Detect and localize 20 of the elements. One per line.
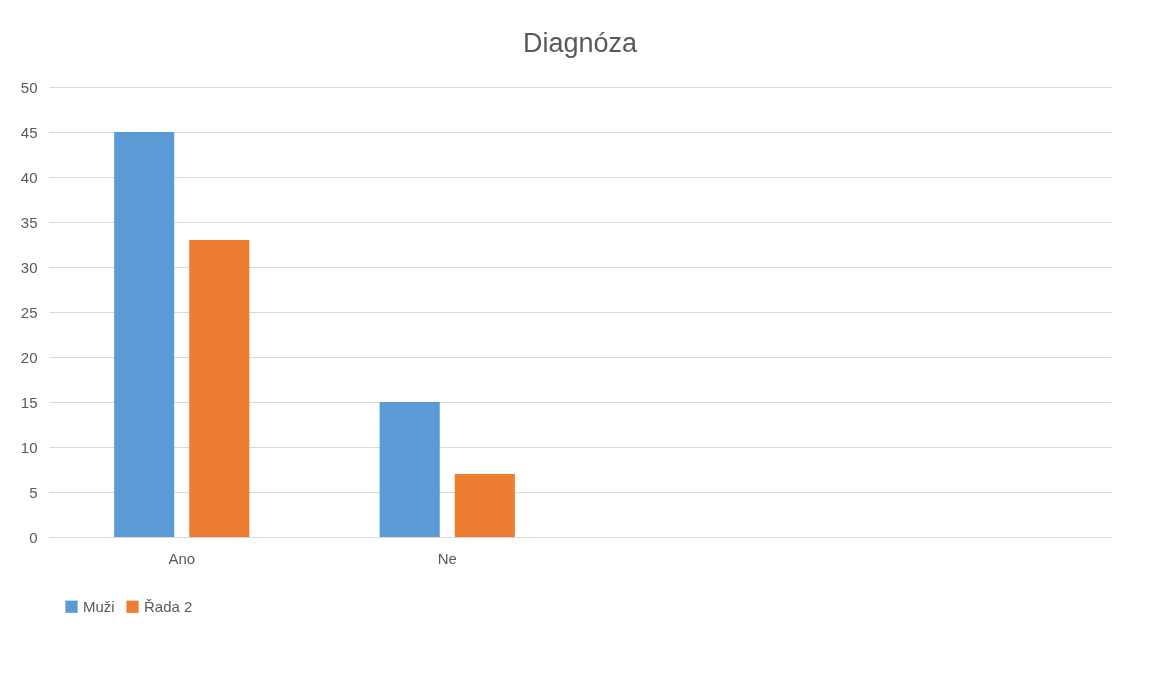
- bar: [454, 474, 515, 537]
- y-tick-label: 30: [20, 258, 38, 276]
- bar: [114, 132, 175, 537]
- bar: [379, 402, 440, 537]
- y-tick-label: 35: [20, 213, 38, 231]
- legend-label: Řada 2: [144, 597, 193, 615]
- y-tick-label: 15: [20, 393, 38, 411]
- legend-label: Muži: [83, 597, 115, 615]
- y-tick-label: 10: [20, 438, 38, 456]
- y-tick-label: 20: [20, 348, 38, 366]
- bar: [189, 240, 250, 537]
- x-tick-label: Ano: [168, 549, 196, 567]
- x-tick-label: Ne: [437, 549, 457, 567]
- y-tick-label: 40: [20, 168, 38, 186]
- y-tick-label: 5: [29, 483, 38, 501]
- y-tick-label: 45: [20, 123, 38, 141]
- y-tick-label: 25: [20, 303, 38, 321]
- chart-title: Diagnóza: [522, 28, 639, 58]
- y-tick-label: 50: [20, 78, 38, 96]
- y-tick-label: 0: [29, 528, 38, 546]
